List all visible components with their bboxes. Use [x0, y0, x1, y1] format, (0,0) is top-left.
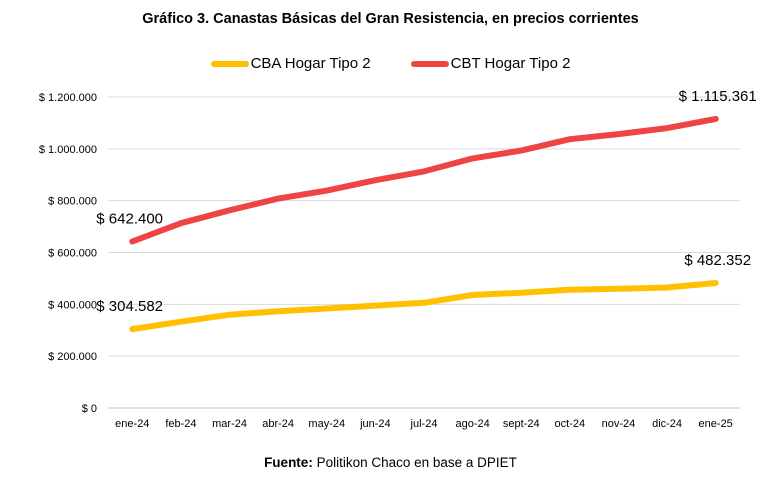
- y-tick-label: $ 0: [82, 403, 97, 415]
- x-tick-label: nov-24: [602, 418, 636, 430]
- data-label: $ 1.115.361: [679, 88, 757, 105]
- data-point-cba: [277, 310, 279, 312]
- source-text: Politikon Chaco en base a DPIET: [312, 455, 517, 470]
- x-tick-label: ene-24: [115, 418, 149, 430]
- x-tick-label: abr-24: [262, 418, 294, 430]
- legend-swatch-cbt: [410, 60, 449, 67]
- x-tick-label: sept-24: [503, 418, 540, 430]
- data-point-cbt: [229, 209, 231, 211]
- chart-legend: CBA Hogar Tipo 2 CBT Hogar Tipo 2: [0, 55, 781, 72]
- data-point-cba: [326, 307, 328, 309]
- x-tick-label: mar-24: [212, 418, 247, 430]
- x-tick-label: feb-24: [165, 418, 196, 430]
- source-label: Fuente:: [264, 455, 313, 470]
- y-tick-label: $ 600.000: [48, 248, 97, 260]
- data-point-cba: [374, 305, 376, 307]
- legend-item-cba: CBA Hogar Tipo 2: [210, 55, 371, 72]
- data-point-cbt: [520, 150, 522, 152]
- data-point-cbt: [666, 127, 668, 129]
- data-point-cbt: [374, 179, 376, 181]
- source-note: Fuente: Politikon Chaco en base a DPIET: [0, 455, 781, 470]
- data-label: $ 642.400: [96, 211, 163, 228]
- data-point-cba: [131, 328, 133, 330]
- data-point-cba: [569, 289, 571, 291]
- y-tick-label: $ 200.000: [48, 351, 97, 363]
- data-point-cba: [472, 294, 474, 296]
- chart-title: Gráfico 3. Canastas Básicas del Gran Res…: [142, 11, 639, 27]
- legend-swatch-cba: [210, 60, 249, 67]
- data-point-cbt: [569, 138, 571, 140]
- data-point-cba: [423, 302, 425, 304]
- data-label: $ 304.582: [96, 298, 163, 315]
- data-point-cbt: [617, 133, 619, 135]
- x-tick-label: jun-24: [359, 418, 391, 430]
- x-tick-label: dic-24: [652, 418, 682, 430]
- x-tick-label: ago-24: [455, 418, 489, 430]
- data-point-cbt: [180, 222, 182, 224]
- data-point-cbt: [423, 170, 425, 172]
- data-label: $ 482.352: [684, 252, 751, 269]
- y-tick-label: $ 800.000: [48, 196, 97, 208]
- data-point-cbt: [326, 190, 328, 192]
- data-point-cba: [666, 286, 668, 288]
- x-tick-label: jul-24: [410, 418, 438, 430]
- y-tick-label: $ 1.200.000: [39, 92, 97, 104]
- data-point-cbt: [715, 118, 717, 120]
- x-tick-label: oct-24: [555, 418, 586, 430]
- legend-label-cba: CBA Hogar Tipo 2: [250, 55, 371, 72]
- data-point-cbt: [277, 198, 279, 200]
- data-point-cba: [520, 292, 522, 294]
- data-point-cba: [229, 314, 231, 316]
- x-tick-label: ene-25: [699, 418, 733, 430]
- y-tick-label: $ 1.000.000: [39, 144, 97, 156]
- data-point-cba: [180, 321, 182, 323]
- data-point-cba: [617, 288, 619, 290]
- legend-item-cbt: CBT Hogar Tipo 2: [410, 55, 571, 72]
- data-point-cbt: [131, 241, 133, 243]
- y-tick-label: $ 400.000: [48, 299, 97, 311]
- data-point-cba: [715, 282, 717, 284]
- legend-label-cbt: CBT Hogar Tipo 2: [450, 55, 571, 72]
- data-point-cbt: [472, 157, 474, 159]
- x-tick-label: may-24: [308, 418, 345, 430]
- series-line-cba: [129, 280, 719, 333]
- series-line-cbt: [129, 115, 719, 245]
